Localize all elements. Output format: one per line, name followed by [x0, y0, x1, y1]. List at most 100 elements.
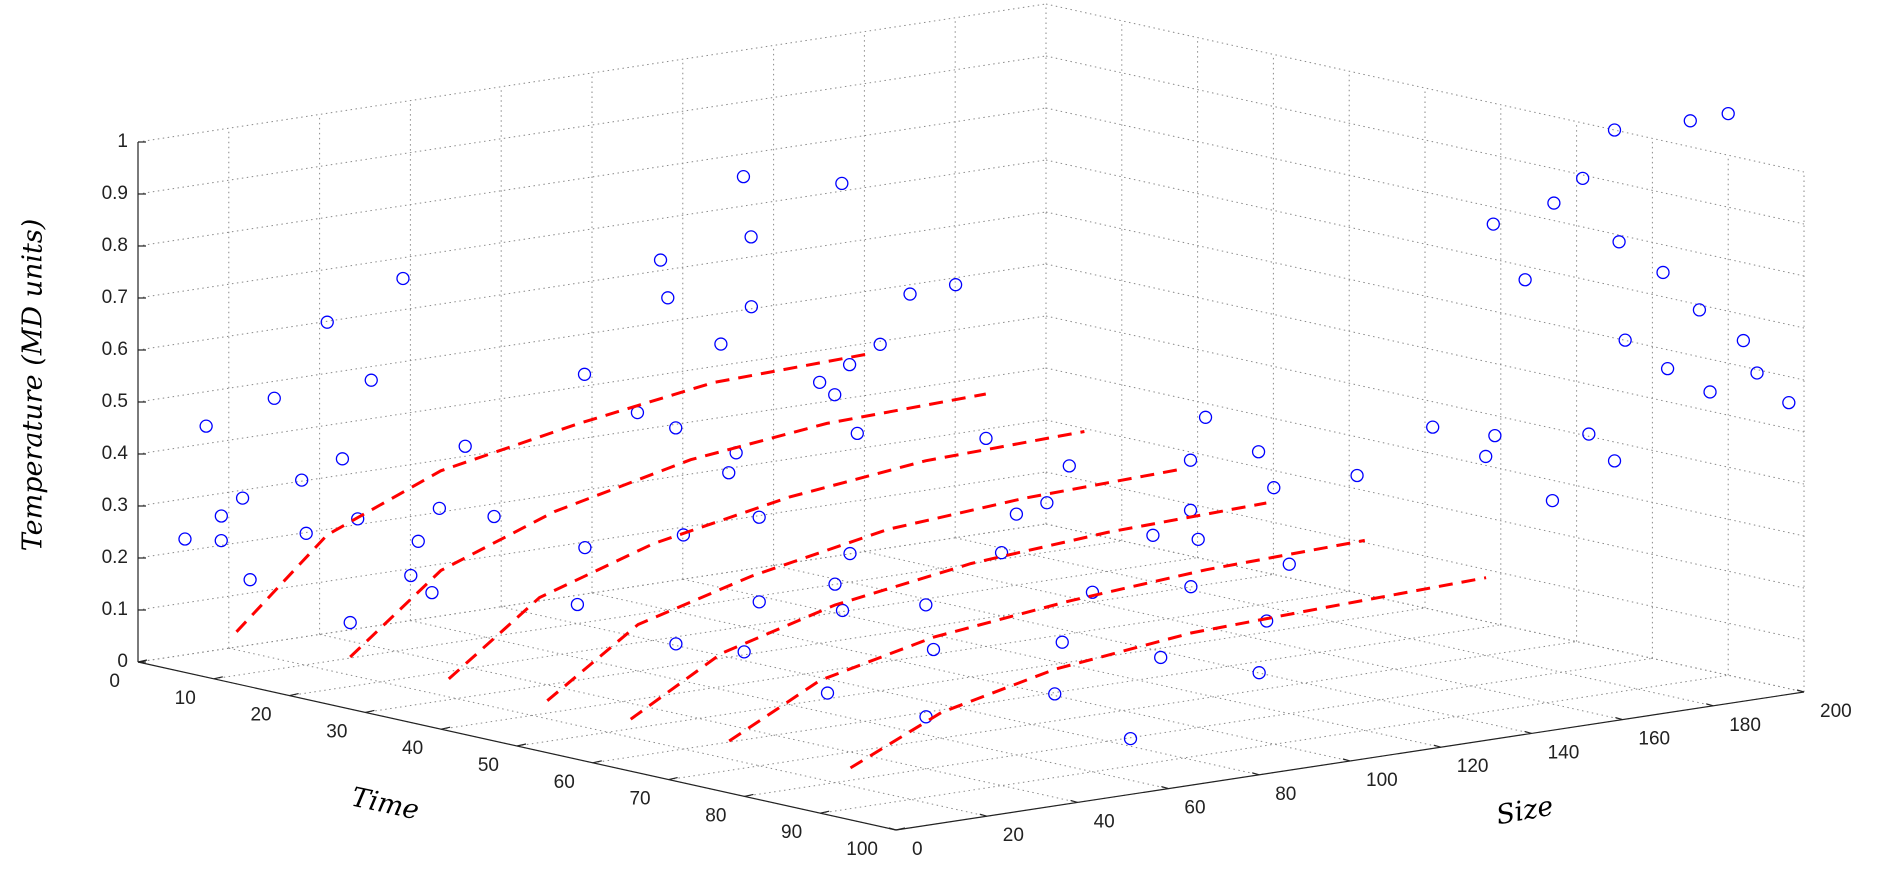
y-tick-label: 80	[1275, 784, 1296, 805]
x-tick-label: 30	[326, 721, 347, 742]
point	[820, 686, 835, 700]
point	[714, 337, 728, 351]
grid-line	[137, 211, 1047, 351]
point	[320, 315, 334, 329]
point	[1607, 454, 1622, 468]
point	[1282, 557, 1296, 571]
point	[835, 176, 849, 191]
tick-mark	[213, 676, 223, 680]
z-tick-label: 0	[117, 651, 128, 672]
point	[1267, 481, 1281, 495]
tick-mark	[1706, 703, 1714, 707]
grid-line	[137, 419, 1047, 559]
point	[835, 603, 850, 618]
tick-mark	[1615, 717, 1623, 721]
grid-line	[137, 523, 1047, 663]
grid-line	[516, 607, 1426, 747]
point	[343, 615, 357, 630]
point	[737, 645, 751, 659]
point	[842, 357, 857, 372]
point	[653, 253, 668, 267]
tick-mark	[744, 793, 754, 797]
point	[948, 278, 963, 292]
point	[752, 595, 766, 609]
point	[669, 421, 683, 435]
z-tick-label: 1	[117, 131, 128, 152]
tick-mark	[441, 726, 451, 730]
point	[1198, 410, 1213, 424]
z-tick-label: 0.5	[102, 391, 128, 412]
point	[578, 540, 592, 555]
point	[1154, 650, 1168, 665]
x-tick-label: 70	[629, 789, 650, 810]
point	[850, 426, 864, 441]
point	[1123, 731, 1138, 746]
grid-line	[137, 3, 1047, 143]
x-tick-label: 10	[175, 688, 196, 709]
tick-mark	[1342, 758, 1351, 762]
point	[404, 568, 418, 583]
z-tick-label: 0.6	[102, 339, 128, 360]
labels: 00.10.20.30.40.50.60.70.80.9101020304050…	[102, 131, 1852, 860]
point	[1085, 585, 1100, 599]
grid-line	[137, 107, 1047, 247]
point	[351, 512, 365, 526]
point	[1518, 273, 1532, 287]
point	[570, 597, 585, 612]
z-tick-label: 0.1	[102, 599, 128, 620]
fit-curve	[629, 501, 1267, 721]
y-tick-label: 40	[1094, 811, 1115, 832]
point	[661, 291, 675, 305]
point	[178, 532, 192, 546]
grid-line	[365, 573, 1274, 713]
tick-mark	[592, 760, 602, 764]
point	[744, 300, 759, 314]
point	[1055, 635, 1069, 649]
x-tick-label: 60	[554, 772, 575, 793]
point	[235, 491, 250, 505]
grid-line	[137, 55, 1047, 195]
point	[676, 528, 691, 542]
point	[1618, 333, 1632, 347]
point	[919, 598, 933, 612]
point	[1146, 528, 1160, 542]
fit-curve	[447, 430, 1085, 681]
point	[1683, 114, 1697, 128]
point	[432, 501, 447, 515]
y-axis-title: Size	[1494, 791, 1556, 831]
point	[1607, 123, 1622, 137]
y-tick-label: 160	[1638, 729, 1670, 750]
point	[744, 230, 758, 244]
marks	[178, 106, 1796, 770]
y-tick-label: 20	[1003, 825, 1024, 846]
tick-mark	[1070, 799, 1078, 803]
tick-mark	[979, 813, 987, 817]
point	[458, 439, 472, 453]
point	[1183, 503, 1198, 517]
grid-line	[137, 315, 1047, 455]
grid-line	[744, 657, 1653, 797]
grid-line	[137, 367, 1047, 507]
point	[1547, 196, 1561, 210]
point	[487, 509, 501, 524]
point	[828, 388, 842, 402]
z-tick-label: 0.4	[102, 443, 129, 464]
point	[1191, 532, 1205, 546]
grid-line	[668, 641, 1577, 781]
y-tick-label: 180	[1729, 715, 1761, 736]
point	[425, 585, 439, 600]
point	[1040, 496, 1054, 510]
point	[1582, 427, 1596, 441]
y-tick-label: 60	[1184, 798, 1205, 819]
x-tick-label: 40	[402, 738, 423, 759]
z-tick-label: 0.9	[102, 183, 128, 204]
grid-line	[410, 620, 1169, 790]
x-tick-label: 90	[781, 822, 802, 843]
point	[1486, 217, 1500, 231]
point	[1692, 303, 1707, 317]
y-tick-label: 0	[912, 839, 923, 860]
z-tick-label: 0.7	[102, 287, 128, 308]
point	[243, 573, 257, 587]
point	[299, 526, 313, 540]
